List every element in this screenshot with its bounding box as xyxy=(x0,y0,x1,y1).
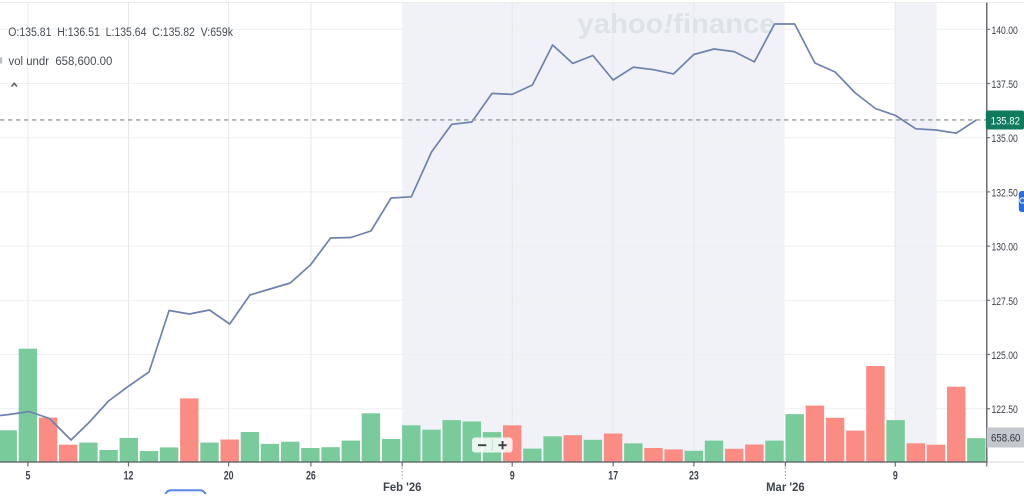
svg-text:9: 9 xyxy=(893,469,898,483)
svg-text:17: 17 xyxy=(608,469,618,483)
svg-text:130.00: 130.00 xyxy=(992,242,1018,254)
svg-text:140.00: 140.00 xyxy=(992,25,1018,37)
svg-text:122.50: 122.50 xyxy=(992,404,1018,416)
svg-text:135.00: 135.00 xyxy=(992,133,1018,145)
svg-text:vol undr 658,600.00: vol undr 658,600.00 xyxy=(9,54,113,68)
svg-text:125.00: 125.00 xyxy=(992,350,1018,362)
svg-text:9: 9 xyxy=(510,469,515,483)
svg-text:23: 23 xyxy=(689,469,699,483)
svg-text:135.82: 135.82 xyxy=(991,115,1020,127)
svg-text:132.50: 132.50 xyxy=(992,187,1018,199)
svg-text:Feb '26: Feb '26 xyxy=(383,480,422,494)
svg-text:Mar '26: Mar '26 xyxy=(766,480,805,494)
svg-text:26: 26 xyxy=(306,469,316,483)
svg-text:5: 5 xyxy=(25,469,30,483)
svg-text:yahoo!finance: yahoo !finance xyxy=(578,8,776,39)
svg-text:137.50: 137.50 xyxy=(992,79,1018,91)
svg-text:12: 12 xyxy=(124,469,134,483)
svg-text:658.60: 658.60 xyxy=(991,433,1020,445)
svg-text:O:135.81 H:136.51 L:135.64: O:135.81 H:136.51 L:135.64 C:135.82 V:65… xyxy=(8,25,233,39)
svg-text:127.50: 127.50 xyxy=(992,296,1018,308)
svg-text:20: 20 xyxy=(224,469,234,483)
